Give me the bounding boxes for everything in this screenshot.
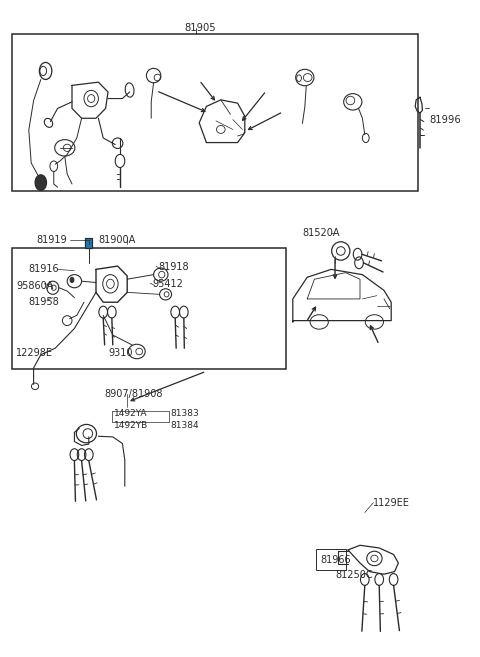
Text: 1492YA: 1492YA [114, 409, 148, 419]
Text: 81916: 81916 [29, 264, 60, 275]
Text: 1492YB: 1492YB [114, 420, 148, 430]
Text: 8907/81908: 8907/81908 [105, 389, 163, 399]
Text: 81996: 81996 [430, 114, 461, 125]
Text: 81905: 81905 [185, 22, 216, 33]
Text: 1129EE: 1129EE [373, 497, 410, 508]
Text: 81958: 81958 [29, 297, 60, 307]
Text: 12298E: 12298E [16, 348, 53, 359]
Text: 81383: 81383 [170, 409, 199, 419]
Circle shape [35, 175, 47, 191]
Bar [85, 238, 92, 248]
Circle shape [70, 277, 74, 283]
Text: 81918: 81918 [158, 262, 189, 273]
Bar [316, 549, 346, 570]
Bar [85, 238, 92, 248]
Text: 81520A: 81520A [302, 228, 340, 238]
Text: 81900A: 81900A [98, 235, 136, 245]
Bar [12, 248, 286, 369]
Text: 81919: 81919 [36, 235, 67, 245]
Text: 9310: 9310 [108, 348, 132, 359]
Text: 95860A: 95860A [17, 281, 54, 291]
Text: 95412: 95412 [153, 279, 183, 290]
Text: 81966: 81966 [321, 555, 351, 566]
Text: 81384: 81384 [170, 420, 199, 430]
Text: 81250C: 81250C [335, 570, 372, 580]
Bar [12, 34, 418, 191]
